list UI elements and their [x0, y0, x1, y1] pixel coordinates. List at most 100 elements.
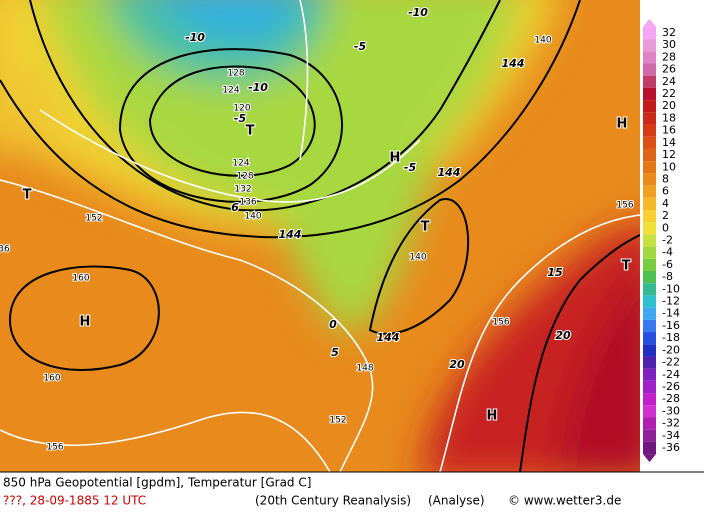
- color-swatch: [643, 393, 656, 406]
- height-label: 156: [492, 318, 509, 328]
- color-bar-top: [643, 18, 656, 27]
- color-swatch: [643, 173, 656, 186]
- height-label: 152: [85, 214, 102, 224]
- height-label: 160: [43, 374, 60, 384]
- height-label: 120: [233, 104, 250, 114]
- color-level-label: -10: [662, 282, 680, 295]
- footer-site: © www.wetter3.de: [508, 494, 621, 508]
- color-level-label: -14: [662, 307, 680, 320]
- low-marker: T: [23, 188, 32, 203]
- height-label: 124: [232, 159, 249, 169]
- color-swatch: [643, 307, 656, 320]
- color-swatch: [643, 136, 656, 149]
- color-swatch: [643, 197, 656, 210]
- color-level-label: -8: [662, 270, 673, 283]
- color-bar: 32302826242220181614121086420-2-4-6-8-10…: [643, 18, 680, 463]
- temp-label: 20: [555, 329, 571, 342]
- color-swatch: [643, 222, 656, 235]
- temp-label: -10: [248, 81, 268, 94]
- color-swatch: [643, 124, 656, 137]
- temp-label: -10: [185, 31, 205, 44]
- color-swatch: [643, 161, 656, 174]
- color-level-label: 32: [662, 26, 676, 39]
- height-label: 144: [279, 228, 302, 241]
- color-level-label: 8: [662, 172, 669, 185]
- temp-label: 0: [329, 318, 337, 331]
- height-label: 156: [616, 201, 633, 211]
- color-swatch: [643, 26, 656, 40]
- color-swatch: [643, 39, 656, 52]
- color-swatch: [643, 271, 656, 284]
- color-level-label: -16: [662, 319, 680, 332]
- color-swatch: [643, 441, 656, 455]
- color-level-label: -4: [662, 246, 673, 259]
- low-marker: T: [246, 124, 255, 139]
- color-level-label: 14: [662, 136, 676, 149]
- color-level-label: -32: [662, 417, 680, 430]
- map: [0, 0, 640, 472]
- color-level-label: 18: [662, 111, 676, 124]
- color-level-label: 2: [662, 209, 669, 222]
- color-level-label: 22: [662, 87, 676, 100]
- color-level-label: -34: [662, 429, 680, 442]
- low-marker: T: [622, 259, 631, 274]
- height-label: 144: [377, 331, 400, 344]
- color-swatch: [643, 429, 656, 442]
- temp-label: 20: [449, 358, 465, 371]
- color-level-label: 28: [662, 50, 676, 63]
- color-swatch: [643, 380, 656, 394]
- color-swatch: [643, 356, 656, 369]
- height-label: 128: [227, 69, 244, 79]
- color-level-label: -6: [662, 258, 673, 271]
- temp-label: -5: [404, 161, 417, 174]
- temp-label: 6: [231, 201, 239, 214]
- temp-label: -5: [354, 40, 367, 53]
- temp-label: -5: [234, 112, 247, 125]
- height-label: 148: [356, 364, 373, 374]
- color-swatch: [643, 148, 656, 162]
- temp-label: 5: [331, 346, 339, 359]
- color-swatch: [643, 283, 656, 296]
- temp-label: 15: [547, 266, 563, 279]
- color-swatch: [643, 185, 656, 198]
- color-swatch: [643, 332, 656, 345]
- height-label: 132: [234, 185, 251, 195]
- color-swatch: [643, 368, 656, 381]
- height-label: 140: [409, 253, 426, 263]
- temp-label: -10: [408, 6, 428, 19]
- height-label: 144: [502, 57, 525, 70]
- color-level-label: 6: [662, 185, 669, 198]
- color-swatch: [643, 344, 656, 357]
- color-swatch: [643, 405, 656, 418]
- footer-source: (20th Century Reanalysis): [255, 494, 411, 508]
- color-bar-bottom: [643, 454, 656, 463]
- color-level-label: 26: [662, 63, 676, 76]
- color-swatch: [643, 417, 656, 430]
- color-swatch: [643, 246, 656, 259]
- footer-title: 850 hPa Geopotential [gpdm], Temperatur …: [3, 476, 311, 490]
- high-marker: H: [617, 117, 628, 132]
- color-level-label: 24: [662, 75, 676, 88]
- color-swatch: [643, 319, 656, 333]
- color-level-label: 30: [662, 38, 676, 51]
- height-label: 128: [236, 172, 253, 182]
- color-level-label: 4: [662, 197, 669, 210]
- map-labels: -10 -10 -5 -10 -5 T H -5 T T H T H H 144…: [0, 5, 635, 454]
- color-level-label: -36: [662, 441, 680, 454]
- height-label: 140: [244, 212, 261, 222]
- height-label: 124: [222, 86, 239, 96]
- color-level-label: -26: [662, 380, 680, 393]
- color-swatch: [643, 75, 656, 88]
- low-marker: T: [421, 220, 430, 235]
- color-level-label: 12: [662, 148, 676, 161]
- color-level-label: 20: [662, 99, 676, 112]
- color-swatch: [643, 209, 656, 223]
- color-swatch: [643, 112, 656, 125]
- color-level-label: -12: [662, 295, 680, 308]
- color-level-label: -2: [662, 234, 673, 247]
- color-swatch: [643, 295, 656, 308]
- color-level-label: 16: [662, 124, 676, 137]
- color-swatch: [643, 100, 656, 113]
- color-level-label: -20: [662, 343, 680, 356]
